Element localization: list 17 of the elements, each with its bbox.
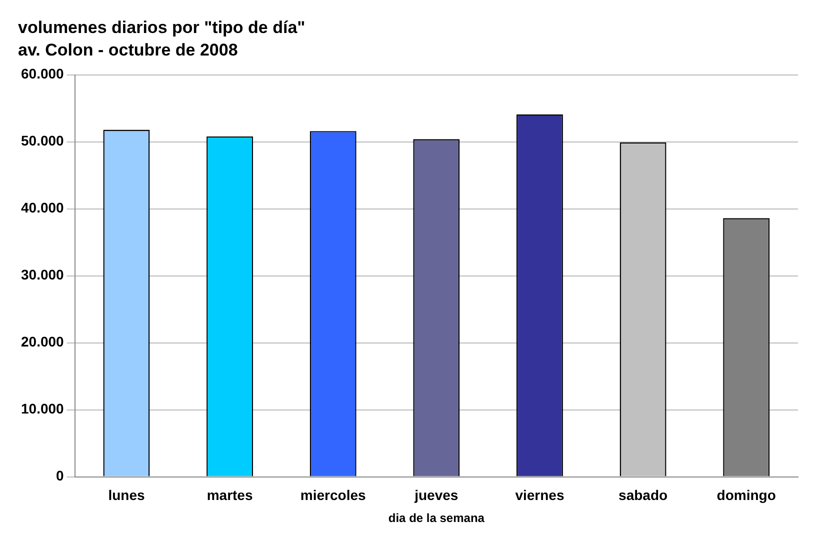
- y-tick-label: 30.000: [20, 266, 64, 283]
- y-tick-label: 0: [56, 468, 64, 484]
- chart-title: volumenes diarios por "tipo de día": [18, 18, 306, 37]
- y-tick-label: 10.000: [20, 400, 64, 417]
- x-tick-label: jueves: [414, 487, 458, 504]
- y-tick-label: 50.000: [20, 132, 64, 149]
- x-axis-title: dia de la semana: [388, 511, 485, 526]
- chart-subtitle: av. Colon - octubre de 2008: [18, 40, 238, 60]
- x-tick-label: viernes: [515, 487, 564, 504]
- y-tick-label: 60.000: [20, 66, 64, 82]
- y-tick-label: 20.000: [20, 334, 64, 350]
- x-tick-label: sabado: [618, 487, 668, 504]
- y-tick-label: 40.000: [20, 200, 64, 216]
- x-tick-label: lunes: [108, 487, 145, 504]
- x-tick-label: domingo: [716, 487, 776, 504]
- x-tick-label: miercoles: [300, 487, 366, 504]
- x-tick-label: martes: [206, 487, 253, 504]
